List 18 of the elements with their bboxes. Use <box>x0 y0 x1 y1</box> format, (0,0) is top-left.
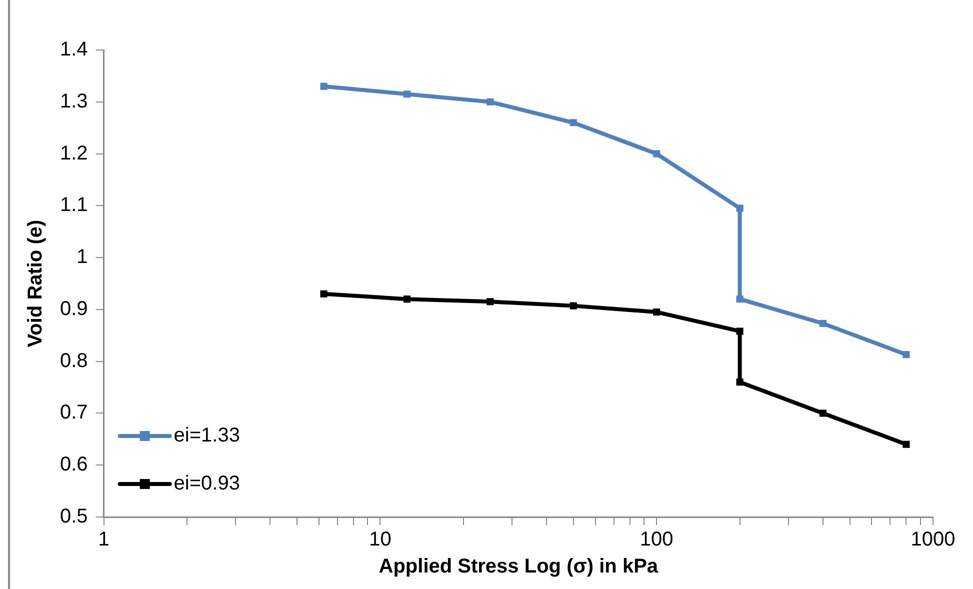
y-tick-label: 0.9 <box>60 298 88 320</box>
legend-label: ei=0.93 <box>174 472 240 495</box>
y-tick-label: 0.8 <box>60 350 88 372</box>
y-tick-label: 1 <box>76 246 88 268</box>
x-tick-label: 1000 <box>910 528 956 551</box>
y-tick-label: 0.7 <box>60 402 88 424</box>
x-tick-label: 100 <box>640 528 674 551</box>
y-tick-label: 0.6 <box>60 454 88 476</box>
y-tick-label: 1.2 <box>60 142 88 164</box>
legend-label: ei=1.33 <box>174 424 240 447</box>
y-axis-title: Void Ratio (e) <box>24 220 47 348</box>
y-tick-label: 1.3 <box>60 90 88 112</box>
x-tick-label: 1 <box>98 528 110 551</box>
y-tick-label: 0.5 <box>60 506 88 528</box>
y-tick-label: 1.4 <box>60 38 88 61</box>
y-tick-label: 1.1 <box>60 194 88 216</box>
x-axis-title: Applied Stress Log (σ) in kPa <box>378 556 659 578</box>
x-tick-label: 10 <box>369 528 392 551</box>
